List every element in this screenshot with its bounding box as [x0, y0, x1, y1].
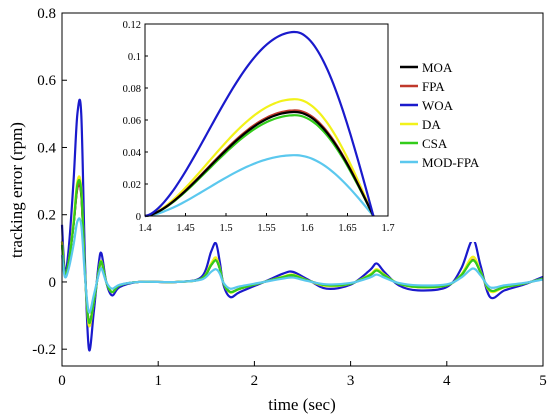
main-plot-frame: [61, 12, 544, 367]
y-tick-label: -0.2: [32, 342, 56, 358]
inset-series-line-da: [144, 98, 375, 218]
inset-y-tick-label: 0: [136, 212, 141, 223]
inset-y-tick-label: 0.1: [128, 52, 141, 63]
inset-y-tick-label: 0.06: [123, 116, 141, 127]
inset-axis-ticks: 1.4 1.45 1.5 1.55 1.6 1.65 1.7 0 0.02 0.04 0.06 0.0…: [123, 20, 395, 234]
x-tick-label: 5: [539, 373, 547, 389]
y-tick-label: 0.8: [37, 6, 56, 22]
inset-x-tick-label: 1.55: [257, 223, 275, 234]
main-plot-series: [60, 98, 544, 352]
x-tick-label: 0: [58, 373, 66, 389]
inset-y-tick-label: 0.02: [123, 180, 141, 191]
inset-x-tick-label: 1.5: [219, 223, 232, 234]
inset-x-tick-label: 1.65: [338, 223, 356, 234]
inset-series-line-woa: [144, 30, 375, 218]
y-tick-label: 0.4: [37, 140, 56, 156]
legend-label: CSA: [422, 136, 448, 151]
x-axis-label: time (sec): [268, 395, 336, 414]
main-axis-ticks: 0 1 2 3 4 5-0.200.20.40.60.8: [32, 6, 547, 389]
legend-label: WOA: [422, 98, 454, 113]
legend: MOA FPA WOA DA CSA MOD-FPA: [400, 60, 480, 170]
series-line-mod-fpa: [60, 217, 544, 314]
inset-x-tick-label: 1.7: [381, 223, 394, 234]
y-axis-label: tracking error (rpm): [7, 122, 26, 258]
inset-x-tick-label: 1.45: [176, 223, 194, 234]
inset-y-tick-label: 0.12: [123, 20, 141, 31]
inset-x-tick-label: 1.6: [300, 223, 313, 234]
legend-label: MOA: [422, 60, 453, 75]
x-tick-label: 4: [443, 373, 451, 389]
y-tick-label: 0.6: [37, 73, 56, 89]
y-tick-label: 0.2: [37, 208, 56, 224]
inset-x-tick-label: 1.4: [138, 223, 152, 234]
x-tick-label: 3: [347, 373, 355, 389]
x-tick-label: 1: [154, 373, 162, 389]
legend-label: MOD-FPA: [422, 155, 480, 170]
inset-series-line-mod-fpa: [144, 154, 375, 218]
inset-plot: 1.4 1.45 1.5 1.55 1.6 1.65 1.7 0 0.02 0.04 0.06 0.0…: [123, 15, 523, 242]
y-tick-label: 0: [49, 275, 57, 291]
inset-y-tick-label: 0.04: [123, 148, 142, 159]
legend-label: DA: [422, 117, 441, 132]
x-tick-label: 2: [251, 373, 259, 389]
legend-label: FPA: [422, 79, 445, 94]
inset-plot-series: [144, 30, 375, 218]
inset-series-line-moa: [144, 110, 375, 218]
inset-background: [133, 15, 523, 242]
inset-y-tick-label: 0.08: [123, 84, 141, 95]
